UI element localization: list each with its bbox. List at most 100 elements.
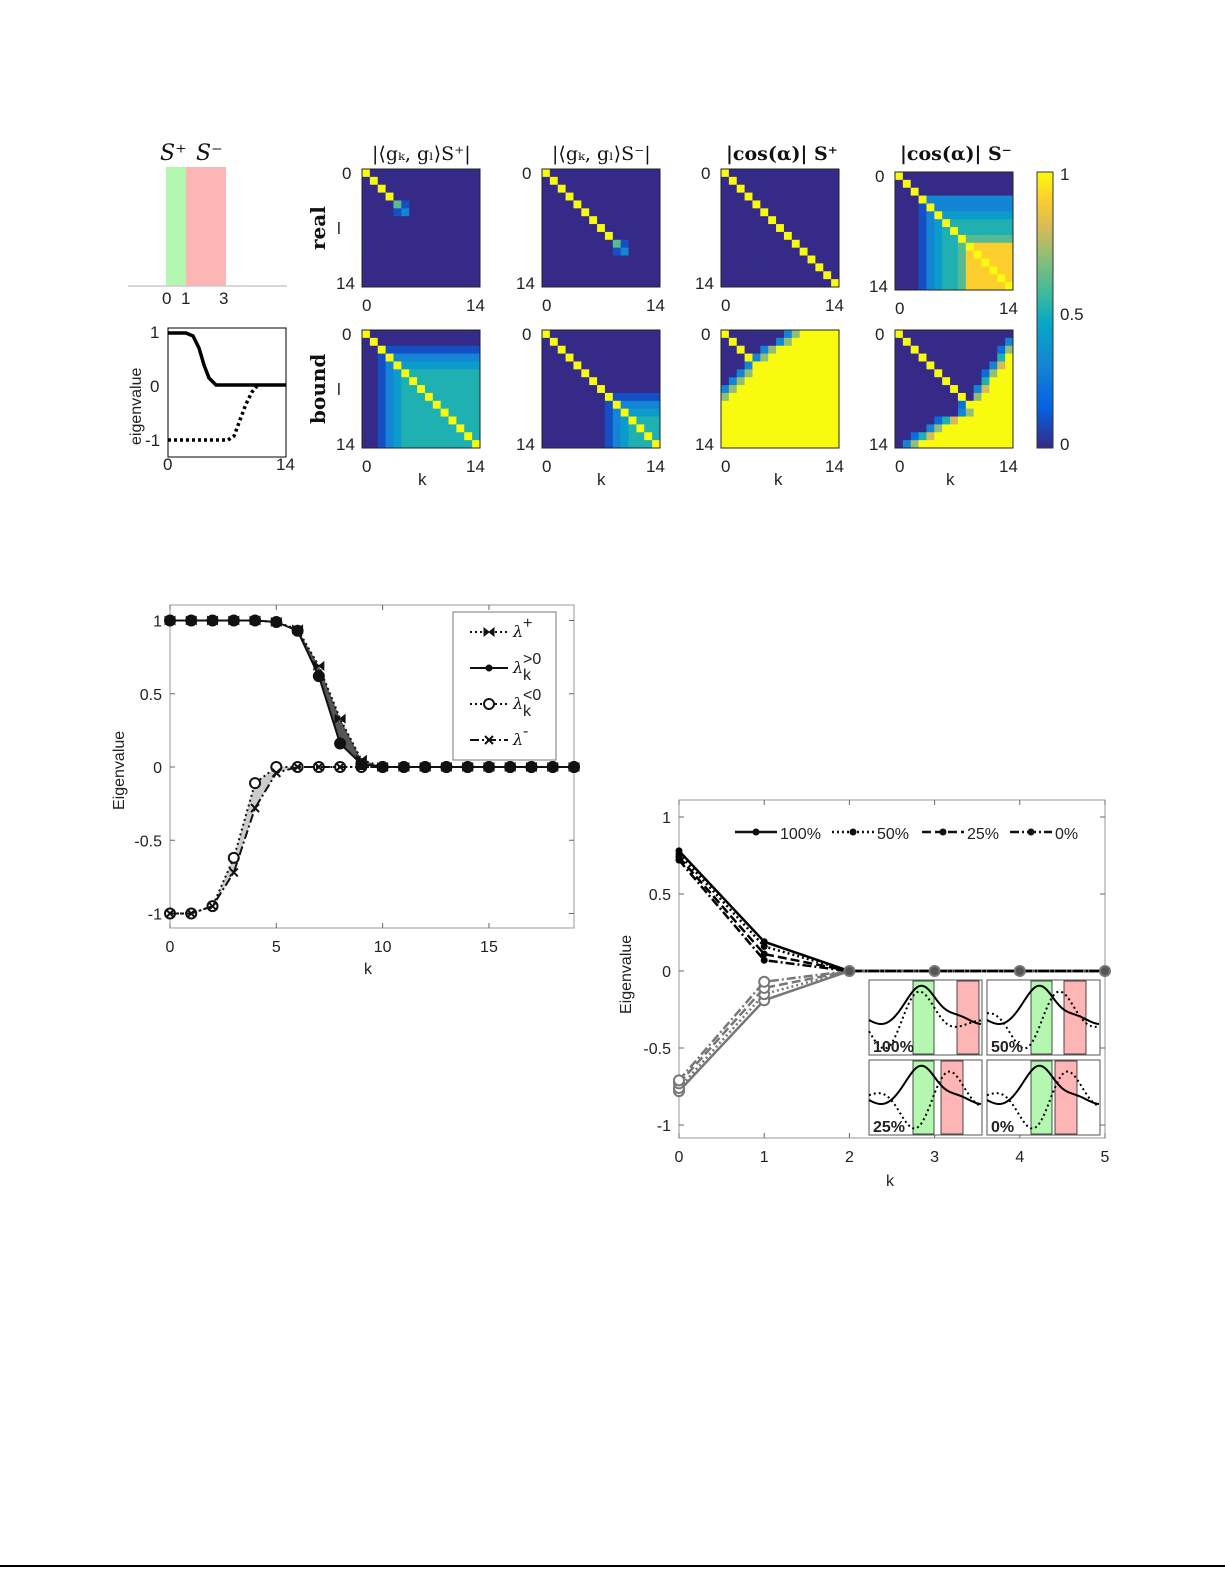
heatmap-cell: [942, 345, 951, 355]
heatmap-cell: [612, 416, 622, 425]
heatmap-cell: [918, 227, 927, 236]
chart-left-ytick-label: 1: [153, 614, 162, 631]
heatmap-cell: [362, 432, 371, 441]
heatmap-cell: [965, 330, 975, 339]
heatmap-cell: [760, 176, 769, 186]
heatmap-cell: [424, 184, 434, 194]
heatmap-cell: [432, 400, 442, 410]
heatmap-cell: [752, 169, 761, 178]
heatmap-cell: [393, 255, 402, 264]
heatmap-cell: [910, 266, 920, 275]
heatmap-cell: [910, 392, 920, 402]
heatmap-cell: [926, 266, 935, 275]
heatmap-cell: [973, 337, 983, 347]
heatmap-cell: [652, 208, 661, 217]
heatmap-cell: [542, 353, 551, 362]
heatmap-cell: [377, 353, 387, 362]
heatmap-cell: [981, 195, 990, 204]
heatmap-cell: [377, 216, 387, 225]
heatmap-cell: [597, 263, 606, 272]
heatmap-cell: [989, 195, 998, 204]
heatmap-cell: [612, 424, 622, 433]
heatmap-cell: [902, 432, 912, 441]
heatmap-cell: [744, 424, 753, 433]
heatmap-cell: [636, 208, 645, 217]
heatmap-cell: [997, 408, 1006, 418]
heatmap-cell: [768, 337, 777, 347]
heatmap-ytick-min: 0: [701, 164, 710, 183]
heatmap-cell: [424, 416, 434, 425]
heatmap-cell: [573, 255, 582, 264]
heatmap-cell: [573, 192, 582, 201]
heatmap-cell: [902, 219, 912, 228]
heatmap-cell: [981, 227, 990, 236]
heatmap-cell: [589, 416, 598, 425]
heatmap-cell: [1005, 416, 1014, 425]
heatmap-cell: [409, 353, 418, 362]
heatmap-cell: [728, 400, 738, 410]
heatmap-cell: [417, 330, 426, 339]
heatmap-frame: [894, 329, 1014, 449]
heatmap-cell: [628, 208, 637, 217]
heatmap-cell: [369, 184, 379, 194]
heatmap-cell: [721, 337, 730, 347]
heatmap-xtick-max: 14: [999, 299, 1018, 318]
heatmap-cell: [981, 400, 990, 410]
heatmap-cell: [604, 330, 614, 339]
heatmap-cell: [636, 224, 645, 233]
heatmap-cell: [604, 247, 614, 257]
inset-label: 50%: [991, 1039, 1023, 1056]
heatmap-cell: [432, 231, 442, 241]
heatmap-cell: [565, 432, 574, 441]
heatmap-cell: [652, 184, 661, 194]
heatmap-cell: [760, 239, 769, 249]
heatmap-cell: [736, 263, 746, 272]
heatmap-cell: [620, 239, 630, 249]
heatmap-cell: [752, 231, 761, 241]
heatmap-cell: [902, 377, 912, 386]
heatmap-cell: [472, 361, 481, 370]
heatmap-cell: [895, 211, 904, 220]
heatmap-cell: [831, 330, 840, 339]
heatmap-cell: [377, 224, 387, 233]
heatmap-cell: [604, 408, 614, 418]
heatmap-cell: [401, 369, 410, 378]
heatmap-cell: [950, 330, 959, 339]
heatmap-cell: [636, 263, 645, 272]
heatmap-cell: [589, 440, 598, 449]
legend-label-1: 50%: [877, 826, 909, 843]
eigen-mini-negative-curve: [168, 384, 259, 442]
heatmap-cell: [565, 263, 574, 272]
heatmap-cell: [604, 263, 614, 272]
heatmap-cell: [472, 271, 481, 280]
heatmap-cell: [760, 184, 769, 194]
heatmap-cell: [377, 377, 387, 386]
heatmap-cell: [981, 187, 990, 197]
heatmap-cell: [557, 208, 567, 217]
heatmap-cell: [752, 400, 761, 410]
heatmap-cell: [549, 353, 559, 362]
heatmap-cell: [456, 169, 465, 178]
s-minus-title: S⁻: [196, 141, 223, 166]
heatmap-cell: [362, 239, 371, 249]
heatmap-cell: [831, 353, 840, 362]
heatmap-cell: [636, 192, 645, 201]
heatmap-cell: [728, 361, 738, 370]
heatmap-cell: [472, 377, 481, 386]
heatmap-cell: [981, 250, 990, 260]
heatmap-cell: [768, 176, 777, 186]
heatmap-cell: [776, 361, 785, 370]
heatmap-cell: [831, 271, 840, 280]
heatmap-cell: [644, 369, 653, 378]
heatmap-cell: [362, 345, 371, 355]
heatmap-cell: [981, 353, 990, 362]
heatmap-cell: [965, 361, 975, 370]
heatmap-cell: [752, 440, 761, 449]
heatmap-cell: [417, 239, 426, 249]
chart-left-point: [206, 614, 219, 627]
heatmap-cell: [644, 247, 653, 257]
heatmap-cell: [565, 337, 574, 347]
